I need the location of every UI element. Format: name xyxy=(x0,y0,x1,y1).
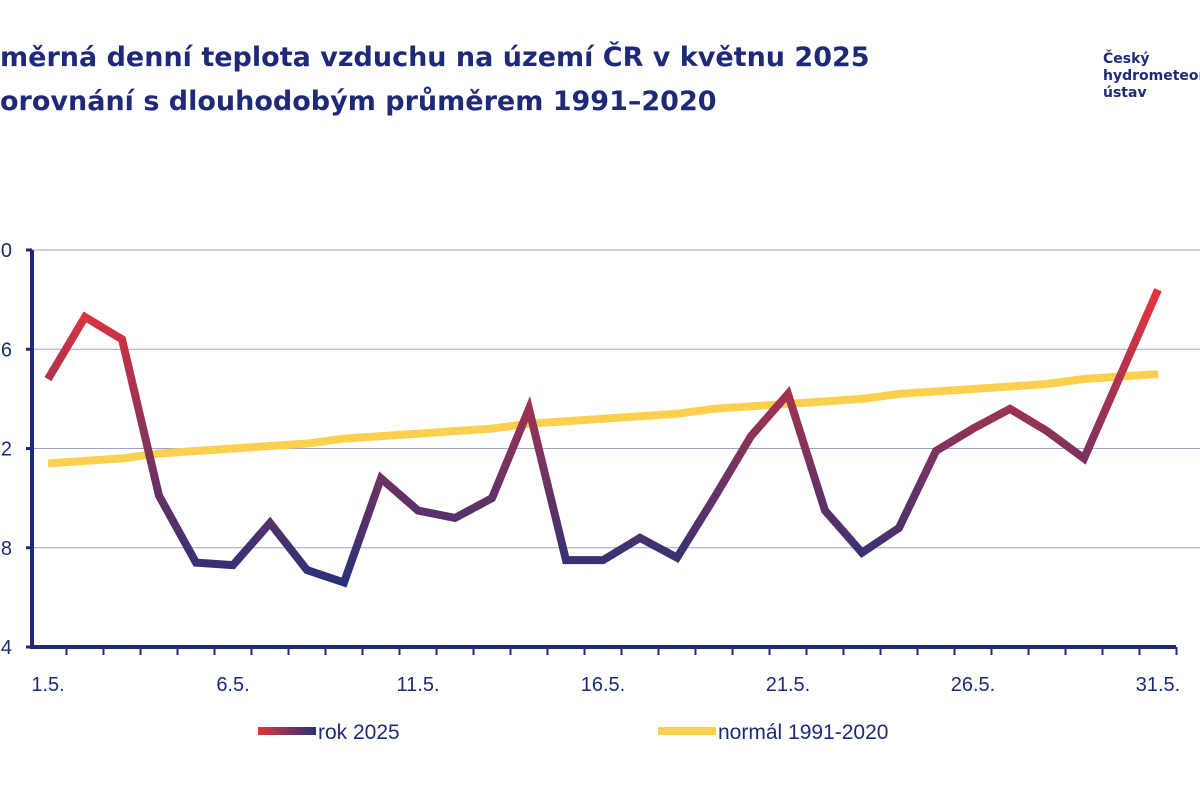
y-tick-label: 16 xyxy=(0,339,12,361)
legend-swatch xyxy=(258,727,316,735)
series-line xyxy=(44,288,1162,588)
chart-title: měrná denní teplota vzduchu na území ČR … xyxy=(0,41,870,73)
x-tick-label: 21.5. xyxy=(766,674,810,696)
y-tick-label: 20 xyxy=(0,240,12,262)
x-tick-label: 6.5. xyxy=(216,674,249,696)
logo-text: ústav xyxy=(1103,85,1147,101)
x-tick-label: 1.5. xyxy=(31,674,64,696)
legend-swatch xyxy=(658,727,716,735)
y-tick-label: 8 xyxy=(1,538,12,560)
legend-label: rok 2025 xyxy=(318,721,400,744)
x-tick-label: 11.5. xyxy=(397,674,440,696)
logo-text: Český xyxy=(1103,49,1150,67)
x-tick-label: 16.5. xyxy=(581,674,625,696)
y-tick-label: 4 xyxy=(1,637,12,659)
x-tick-label: 31.5. xyxy=(1136,674,1180,696)
legend-label: normál 1991-2020 xyxy=(718,721,888,744)
y-tick-label: 12 xyxy=(0,439,12,461)
logo-text: hydrometeor xyxy=(1103,68,1200,84)
series-line xyxy=(47,370,1159,468)
chart-subtitle: orovnání s dlouhodobým průměrem 1991–202… xyxy=(0,86,717,117)
x-tick-label: 26.5. xyxy=(951,674,995,696)
